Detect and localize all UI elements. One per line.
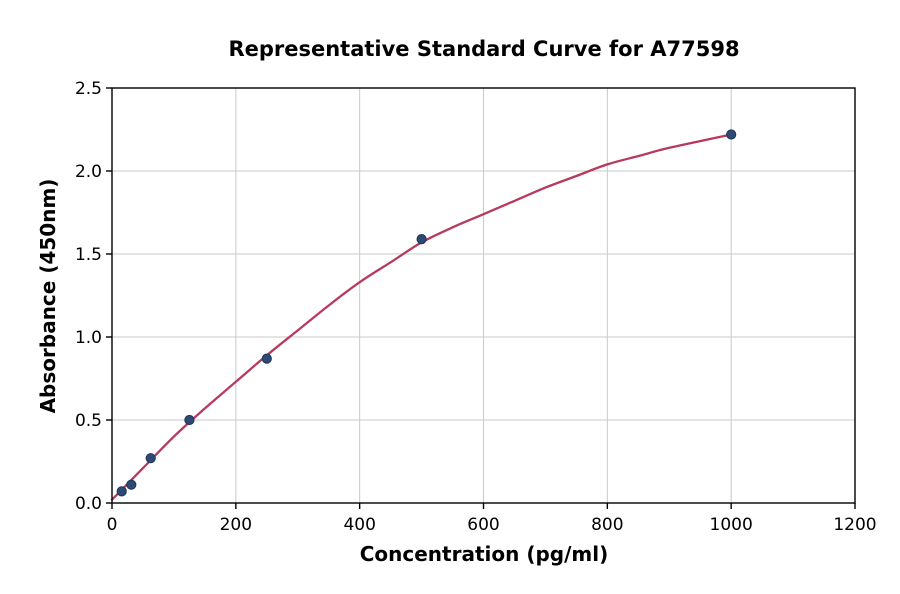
plot-border bbox=[111, 87, 856, 504]
y-tick-label: 0.0 bbox=[75, 494, 102, 514]
data-point bbox=[184, 414, 195, 426]
data-point bbox=[116, 486, 127, 497]
x-tick-label: 1000 bbox=[710, 515, 753, 535]
y-tick-label: 2.5 bbox=[75, 79, 102, 99]
x-tick-label: 800 bbox=[591, 515, 623, 535]
data-point bbox=[416, 234, 427, 245]
x-tick-label: 200 bbox=[220, 515, 252, 535]
x-tick-label: 400 bbox=[343, 515, 375, 535]
data-point bbox=[145, 453, 156, 464]
data-point bbox=[726, 129, 737, 140]
y-tick-label: 2.0 bbox=[75, 162, 102, 182]
x-tick-label: 1200 bbox=[833, 515, 876, 535]
y-tick-label: 1.5 bbox=[75, 245, 102, 265]
x-tick-label: 0 bbox=[107, 515, 118, 535]
chart-title: Representative Standard Curve for A77598 bbox=[228, 37, 739, 61]
x-axis-label: Concentration (pg/ml) bbox=[360, 542, 609, 566]
data-points bbox=[116, 129, 737, 497]
data-point bbox=[261, 353, 272, 364]
data-point bbox=[126, 479, 137, 490]
y-tick-label: 1.0 bbox=[75, 328, 102, 348]
x-tick-label: 600 bbox=[467, 515, 499, 535]
axis-tick-labels: 0 200 400 600 800 1000 1200 0.0 0.5 1.0 1.5 2.0 2.5 bbox=[75, 79, 877, 535]
y-axis-label: Absorbance (450nm) bbox=[36, 179, 60, 414]
fit-curve-line bbox=[110, 133, 733, 501]
gridlines bbox=[111, 87, 856, 504]
y-tick-label: 0.5 bbox=[75, 411, 102, 431]
axis-tick-marks bbox=[106, 87, 856, 509]
